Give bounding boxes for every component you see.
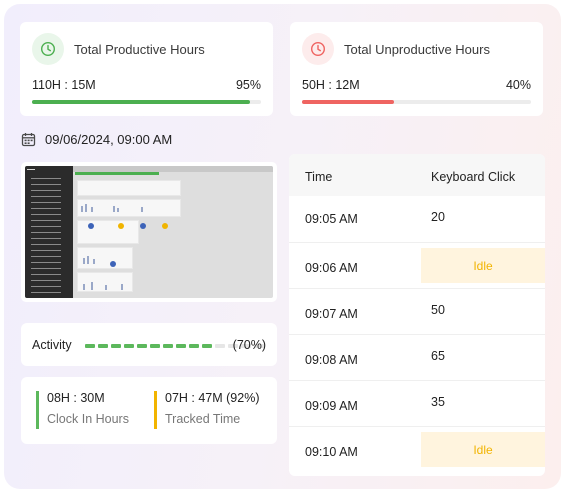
table-row: 09:07 AM 50 — [289, 288, 545, 334]
activity-segment — [202, 344, 212, 348]
activity-segment — [150, 344, 160, 348]
thumbnail-progress — [75, 172, 159, 175]
row-keyboard-clicks: 50 — [431, 303, 445, 317]
thumbnail-widget — [77, 220, 139, 244]
activity-segment — [98, 344, 108, 348]
row-time: 09:09 AM — [305, 399, 358, 413]
row-time: 09:08 AM — [305, 353, 358, 367]
productive-hours-title: Total Productive Hours — [74, 42, 205, 57]
activity-segment — [163, 344, 173, 348]
thumbnail-widget — [77, 180, 181, 196]
dashboard-panel: Total Productive Hours 110H : 15M 95% To… — [4, 4, 561, 489]
row-time: 09:07 AM — [305, 307, 358, 321]
activity-segment — [85, 344, 95, 348]
idle-badge: Idle — [421, 248, 545, 283]
activity-segment — [137, 344, 147, 348]
screenshot-thumbnail[interactable] — [21, 162, 277, 302]
keyboard-activity-table: Time Keyboard Click 09:05 AM 20 09:06 AM Id… — [289, 154, 545, 476]
activity-segment — [228, 344, 238, 348]
tracked-time-value: 07H : 47M (92%) — [165, 391, 260, 405]
table-row: 09:08 AM 65 — [289, 334, 545, 380]
table-row: 09:06 AM Idle — [289, 242, 545, 288]
thumbnail-widget — [77, 199, 181, 217]
tracked-time-label: Tracked Time — [165, 412, 241, 426]
table-row: 09:05 AM 20 — [289, 196, 545, 242]
activity-label: Activity — [32, 338, 72, 352]
activity-segment — [215, 344, 225, 348]
activity-card: Activity (70%) — [21, 323, 277, 366]
row-keyboard-clicks: 20 — [431, 210, 445, 224]
unproductive-hours-card: Total Unproductive Hours 50H : 12M 40% — [290, 22, 543, 116]
thumbnail-sidebar — [25, 166, 73, 298]
unproductive-hours-title: Total Unproductive Hours — [344, 42, 490, 57]
thumbnail-widget — [77, 247, 133, 269]
clock-icon — [32, 33, 64, 65]
row-time: 09:06 AM — [305, 261, 358, 275]
idle-badge: Idle — [421, 432, 545, 467]
session-date-row: 09/06/2024, 09:00 AM — [21, 132, 172, 147]
row-keyboard-clicks: 65 — [431, 349, 445, 363]
unproductive-hours-percent: 40% — [505, 78, 531, 92]
table-row: 09:10 AM Idle — [289, 426, 545, 472]
clock-in-value: 08H : 30M — [47, 391, 105, 405]
clock-icon — [302, 33, 334, 65]
session-date-text: 09/06/2024, 09:00 AM — [45, 132, 173, 147]
row-time: 09:05 AM — [305, 212, 358, 226]
thumbnail-mini-charts — [81, 204, 168, 290]
thumbnail-topbar — [73, 166, 273, 172]
unproductive-progress-track — [302, 100, 531, 104]
table-row: 09:09 AM 35 — [289, 380, 545, 426]
activity-segment — [189, 344, 199, 348]
clock-card: 08H : 30M Clock In Hours 07H : 47M (92%)… — [21, 377, 277, 444]
screenshot-preview — [25, 166, 273, 298]
productive-hours-value: 110H : 15M — [32, 78, 96, 92]
unproductive-hours-value: 50H : 12M — [302, 78, 360, 92]
productive-progress-track — [32, 100, 261, 104]
clock-in-label: Clock In Hours — [47, 412, 129, 426]
tracked-time: 07H : 47M (92%) Tracked Time — [154, 391, 259, 429]
calendar-icon — [21, 133, 36, 147]
activity-segment — [176, 344, 186, 348]
productive-hours-percent: 95% — [235, 78, 261, 92]
activity-percent: (70%) — [232, 338, 266, 352]
clock-in-hours: 08H : 30M Clock In Hours — [36, 391, 129, 429]
column-header-time: Time — [305, 170, 333, 184]
table-header: Time Keyboard Click — [289, 154, 545, 196]
row-keyboard-clicks: 35 — [431, 395, 445, 409]
row-time: 09:10 AM — [305, 445, 358, 459]
activity-segment — [111, 344, 121, 348]
productive-progress-fill — [32, 100, 250, 104]
unproductive-progress-fill — [302, 100, 394, 104]
column-header-keyboard-click: Keyboard Click — [431, 170, 516, 184]
activity-segment — [124, 344, 134, 348]
activity-segment — [241, 344, 251, 348]
productive-hours-card: Total Productive Hours 110H : 15M 95% — [20, 22, 273, 116]
activity-meter — [85, 344, 264, 348]
activity-segment — [254, 344, 264, 348]
